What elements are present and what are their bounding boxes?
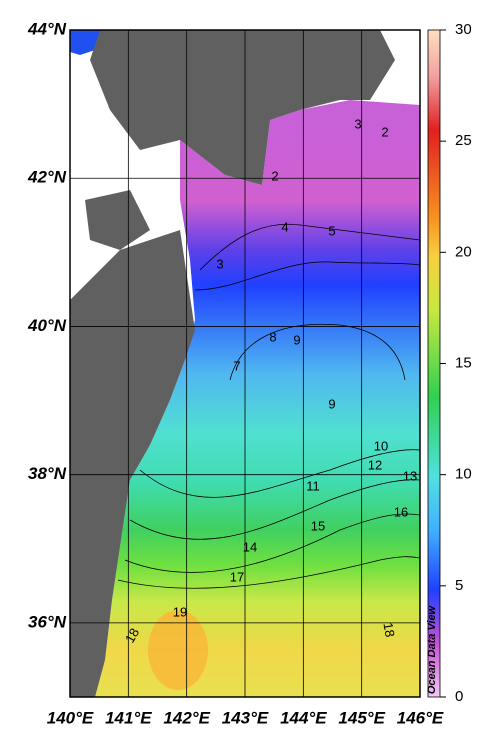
contour-label: 3 (354, 116, 361, 131)
land-hokkaido (90, 30, 395, 185)
contour-label: 5 (328, 223, 335, 238)
contour-label: 9 (328, 396, 335, 411)
warm-core (148, 610, 208, 690)
colorbar-label: 25 (455, 132, 472, 149)
y-tick-label: 36°N (28, 612, 67, 631)
colorbar-label: 0 (455, 688, 463, 705)
colorbar-label: 10 (455, 466, 472, 483)
y-tick-label: 44°N (27, 19, 67, 38)
map-frame (69, 29, 421, 698)
contour-label: 2 (381, 124, 388, 139)
x-tick-label: 141°E (105, 708, 152, 727)
contour-label: 18 (380, 621, 397, 638)
contour-label: 18 (122, 625, 142, 645)
contour-label: 19 (173, 604, 187, 619)
x-tick-label: 144°E (280, 708, 327, 727)
contour-label: 13 (403, 468, 417, 483)
contour-label: 12 (368, 457, 382, 472)
contour-label: 2 (271, 168, 278, 183)
contour-label: 7 (233, 358, 240, 373)
colorbar-label: 5 (455, 577, 463, 594)
colorbar-label: 30 (455, 21, 472, 38)
watermark: Ocean Data View (426, 604, 438, 694)
contour-label: 3 (216, 256, 223, 271)
colorbar-label: 15 (455, 354, 472, 371)
x-tick-label: 140°E (47, 708, 94, 727)
x-tick-label: 142°E (163, 708, 210, 727)
colorbar-label: 20 (455, 243, 472, 260)
contour-label: 8 (269, 329, 276, 344)
x-tick-label: 146°E (397, 708, 444, 727)
contour-lines (117, 223, 420, 589)
land-honshu (70, 230, 195, 697)
contour-label: 14 (243, 539, 257, 554)
contour-label: 17 (230, 569, 244, 584)
colorbar (427, 29, 441, 698)
contour-label: 10 (374, 438, 388, 453)
y-tick-label: 38°N (28, 464, 67, 483)
contour-label: 16 (394, 504, 408, 519)
land-shimokita (85, 190, 150, 250)
contour-label: 11 (306, 478, 320, 493)
temperature-field (95, 100, 420, 697)
contour-label: 15 (311, 518, 325, 533)
y-tick-label: 40°N (27, 316, 67, 335)
contour-label: 9 (293, 332, 300, 347)
contour-label: 4 (281, 219, 288, 234)
y-tick-label: 42°N (27, 168, 67, 187)
x-tick-label: 145°E (338, 708, 385, 727)
x-tick-label: 143°E (222, 708, 269, 727)
